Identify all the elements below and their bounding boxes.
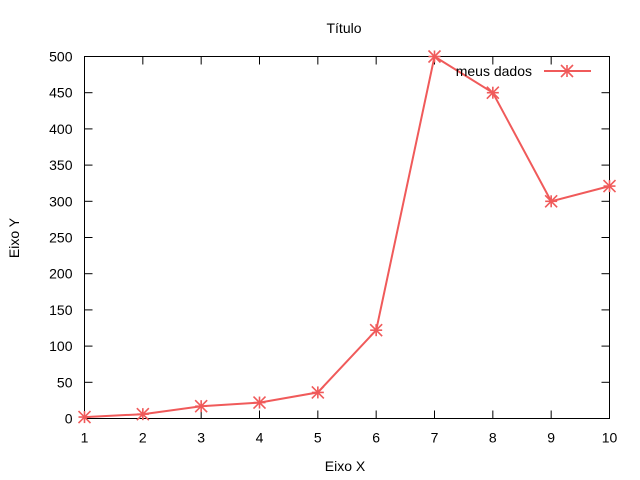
series-line	[84, 54, 610, 419]
y-tick-label: 50	[57, 374, 73, 390]
y-tick-label: 100	[49, 338, 73, 354]
data-point	[486, 86, 500, 100]
data-point	[252, 396, 267, 410]
data-point	[136, 407, 150, 421]
x-tick-label: 9	[547, 430, 555, 446]
data-point	[194, 399, 208, 413]
y-tick-label: 450	[49, 85, 73, 101]
series-layer	[77, 49, 617, 424]
y-tick-label: 500	[49, 49, 73, 65]
legend-label: meus dados	[456, 63, 532, 79]
y-axis-label: Eixo Y	[6, 217, 22, 258]
x-tick-label: 4	[256, 430, 264, 446]
y-tick-label: 0	[65, 411, 73, 427]
chart-title: Título	[326, 20, 361, 36]
x-tick-label: 5	[314, 430, 322, 446]
y-tick-label: 400	[49, 121, 73, 137]
x-tick-label: 7	[431, 430, 439, 446]
data-point	[427, 49, 442, 64]
x-tick-label: 6	[372, 430, 380, 446]
plot-frame	[84, 56, 610, 419]
x-tick-label: 8	[489, 430, 497, 446]
y-tick-label: 350	[49, 157, 73, 173]
x-tick-label: 10	[602, 430, 618, 446]
data-point	[544, 194, 558, 208]
data-point	[77, 410, 92, 424]
data-point	[369, 323, 383, 337]
legend: meus dados	[456, 63, 591, 79]
x-axis: 1 2 3 4 5 6 7 8 9 10	[81, 56, 618, 446]
x-tick-label: 3	[197, 430, 205, 446]
y-tick-label: 200	[49, 266, 73, 282]
data-point	[311, 385, 325, 400]
x-tick-label: 2	[139, 430, 147, 446]
y-tick-label: 150	[49, 302, 73, 318]
x-axis-label: Eixo X	[325, 458, 366, 474]
legend-marker-star	[560, 64, 574, 78]
y-axis: 0 50 100 150 200 250 300 350 400 450 500	[49, 49, 610, 427]
y-tick-label: 250	[49, 230, 73, 246]
legend-marker	[560, 64, 574, 78]
x-tick-label: 1	[81, 430, 89, 446]
y-tick-label: 300	[49, 193, 73, 209]
data-point	[602, 179, 617, 193]
